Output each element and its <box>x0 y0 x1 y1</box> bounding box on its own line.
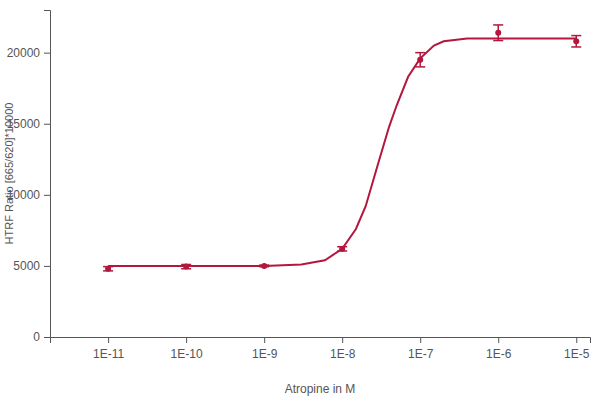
error-cap <box>493 24 503 26</box>
x-axis-line <box>51 338 591 344</box>
error-bar <box>571 36 581 47</box>
y-axis-title: HTRF Ratio [665/620]*10000 <box>3 103 15 245</box>
x-tick-label: 1E-10 <box>171 347 203 361</box>
error-bar <box>493 25 503 41</box>
error-cap <box>493 40 503 42</box>
y-tick-mark <box>44 53 50 54</box>
x-tick-label: 1E-9 <box>252 347 278 361</box>
x-tick-label: 1E-11 <box>93 347 124 361</box>
x-tick: 1E-11 <box>93 337 124 361</box>
y-tick: 20000 <box>7 46 50 60</box>
x-tick-label: 1E-6 <box>486 347 512 361</box>
y-tick-label: 0 <box>33 330 40 344</box>
error-cap <box>571 35 581 37</box>
y-tick: 0 <box>33 330 50 344</box>
y-tick: 5000 <box>13 259 50 273</box>
x-axis: 1E-11 1E-10 1E-9 1E-8 1E-7 1E-6 1E-5 <box>51 337 591 361</box>
error-bar <box>103 267 113 271</box>
data-point <box>417 57 423 63</box>
error-cap <box>415 66 425 68</box>
data-point <box>261 263 267 269</box>
y-tick-label: 5000 <box>13 259 40 273</box>
error-bar <box>415 53 425 67</box>
error-cap <box>415 52 425 54</box>
error-bar <box>337 247 347 251</box>
data-point <box>339 246 345 252</box>
y-tick-label: 20000 <box>7 46 41 60</box>
error-bar <box>181 264 191 268</box>
plot: 1E-111E-101E-91E-81E-71E-61E-50500010000… <box>7 11 591 361</box>
x-tick-mark <box>108 337 109 343</box>
x-tick: 1E-10 <box>171 337 203 361</box>
chart: 1E-111E-101E-91E-81E-71E-61E-50500010000… <box>0 0 600 403</box>
x-tick-label: 1E-5 <box>564 347 590 361</box>
x-tick-mark <box>342 337 343 343</box>
data-point <box>573 38 579 44</box>
x-tick-mark <box>498 337 499 343</box>
y-tick-mark <box>44 195 50 196</box>
x-tick-mark <box>420 337 421 343</box>
y-axis-line <box>44 11 51 338</box>
y-tick-mark <box>44 124 50 125</box>
x-tick-mark <box>576 337 577 343</box>
x-tick: 1E-6 <box>486 337 512 361</box>
x-tick: 1E-8 <box>330 337 356 361</box>
error-cap <box>571 46 581 48</box>
x-tick: 1E-5 <box>564 337 590 361</box>
y-tick-mark <box>44 337 50 338</box>
x-tick-label: 1E-7 <box>408 347 434 361</box>
data-point <box>495 30 501 36</box>
x-tick: 1E-7 <box>408 337 434 361</box>
data-point <box>105 266 111 272</box>
y-tick-mark <box>44 266 50 267</box>
x-tick-label: 1E-8 <box>330 347 356 361</box>
x-tick-mark <box>264 337 265 343</box>
data-point <box>183 264 189 270</box>
x-tick-mark <box>186 337 187 343</box>
x-tick: 1E-9 <box>252 337 278 361</box>
marks <box>103 25 581 272</box>
x-axis-title: Atropine in M <box>285 382 356 396</box>
fit-line <box>108 38 576 265</box>
